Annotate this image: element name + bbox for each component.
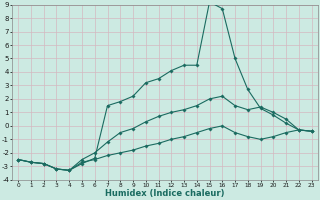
X-axis label: Humidex (Indice chaleur): Humidex (Indice chaleur) xyxy=(105,189,225,198)
